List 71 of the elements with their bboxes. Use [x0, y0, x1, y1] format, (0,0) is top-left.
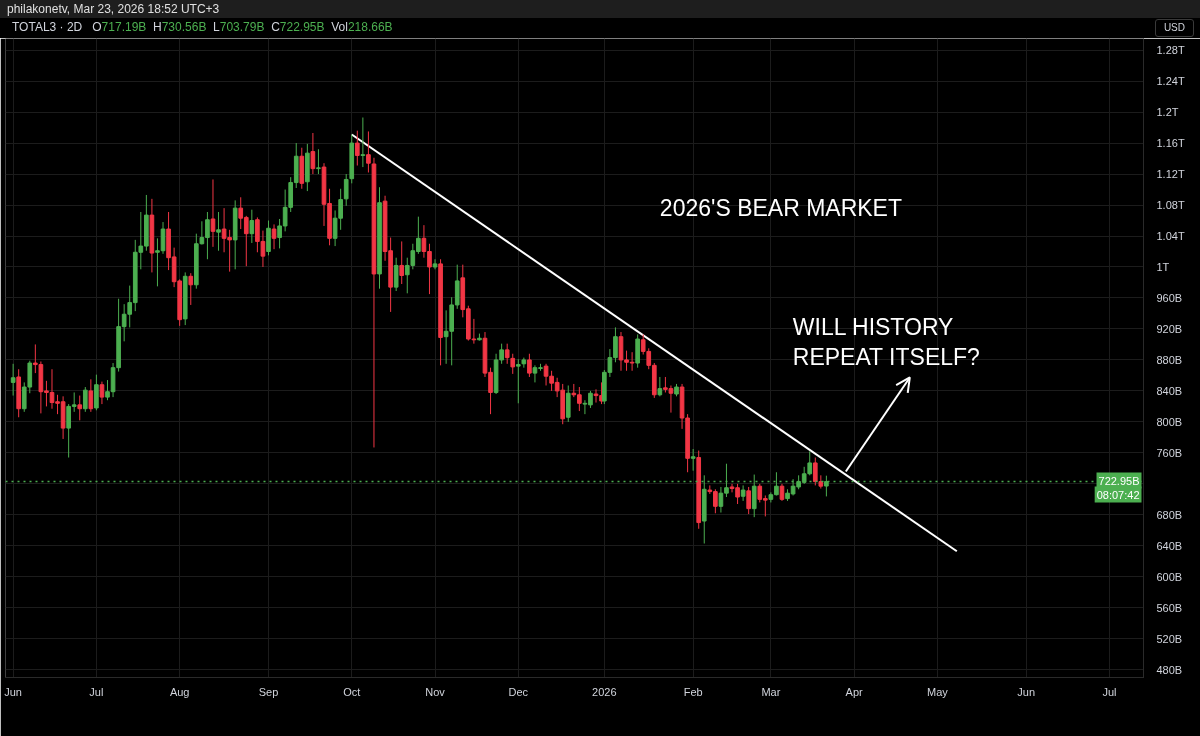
y-tick-label: 1.08T: [1156, 199, 1185, 212]
candlestick: [249, 209, 255, 244]
y-tick-label: 600B: [1156, 570, 1183, 583]
y-tick-label: 800B: [1156, 415, 1183, 428]
chart-title: TOTAL3 · 2D: [12, 20, 83, 35]
candlestick: [94, 374, 99, 411]
y-tick-label: 880B: [1156, 353, 1183, 366]
y-tick-label: 760B: [1156, 446, 1183, 459]
candlestick: [216, 211, 221, 252]
candlestick: [593, 388, 599, 404]
candlestick: [88, 378, 94, 413]
x-tick-label: Oct: [343, 685, 361, 698]
x-tick-label: Feb: [683, 685, 703, 698]
candlestick: [210, 178, 216, 248]
text: O717.19B H730.56B L703.79B C722.95B Vol218.66B: [92, 20, 393, 35]
y-tick-label: 1.28T: [1156, 44, 1185, 57]
candlestick: [343, 173, 349, 207]
y-tick-label: 640B: [1156, 539, 1183, 552]
y-tick-label: 560B: [1156, 601, 1183, 614]
y-tick-label: 520B: [1156, 632, 1183, 645]
x-tick-label: Apr: [845, 685, 864, 698]
y-tick-label: 840B: [1156, 384, 1183, 397]
x-tick-label: Jun: [1017, 685, 1036, 698]
y-tick-label: 960B: [1156, 291, 1183, 304]
annotation: 2026'S BEAR MARKET: [659, 194, 903, 221]
candlestick: [99, 381, 105, 405]
y-tick-label: 480B: [1156, 663, 1183, 676]
y-axis-title: USD: [1154, 18, 1194, 38]
x-tick-label: Nov: [425, 685, 446, 698]
x-tick-label: Mar: [761, 685, 781, 698]
x-tick-label: Sep: [258, 685, 279, 698]
candlestick: [657, 376, 663, 397]
y-tick-label: 1.2T: [1156, 106, 1179, 119]
candlestick: [82, 386, 88, 413]
candlestick: [393, 257, 399, 292]
candlestick: [10, 363, 16, 397]
candlestick: [399, 240, 405, 285]
candlestick: [504, 343, 510, 365]
y-tick-label: 1.24T: [1156, 75, 1185, 88]
annotation: WILL HISTORY REPEAT ITSELF?: [792, 314, 980, 371]
y-tick-label: 680B: [1156, 508, 1183, 521]
y-tick-label: 920B: [1156, 322, 1183, 335]
y-tick-label: 1T: [1156, 260, 1170, 273]
candlestick: [432, 258, 438, 270]
candlestick: [271, 223, 277, 250]
x-tick-label: Jul: [1102, 685, 1117, 698]
x-tick-label: Dec: [508, 685, 529, 698]
x-tick-label: Jul: [89, 685, 104, 698]
candlestick: [266, 220, 271, 256]
candlestick: [812, 457, 818, 486]
x-tick-label: May: [927, 685, 949, 698]
x-tick-label: Jun: [4, 685, 23, 698]
candlestick: [527, 353, 532, 378]
candlestick: [510, 353, 516, 375]
y-tick-label: 1.04T: [1156, 230, 1185, 243]
x-tick-label: Aug: [169, 685, 190, 698]
candlestick: [360, 117, 366, 168]
candlestick: [515, 358, 521, 404]
candlestick: [310, 132, 316, 175]
x-tick-label: 2026: [592, 685, 617, 698]
candlestick: [740, 484, 746, 502]
candlestick: [690, 448, 696, 472]
candlestick: [77, 395, 83, 421]
candlestick: [316, 148, 321, 175]
ref-line-label: 722.95B 08:07:42: [1096, 474, 1140, 501]
y-tick-label: 1.12T: [1156, 168, 1185, 181]
candlestick: [746, 486, 751, 515]
y-tick-label: 1.16T: [1156, 137, 1185, 150]
candlestick: [354, 130, 360, 167]
text: philakonetv, Mar 23, 2026 18:52 UTC+3: [0, 0, 220, 18]
candlestick: [188, 272, 194, 306]
